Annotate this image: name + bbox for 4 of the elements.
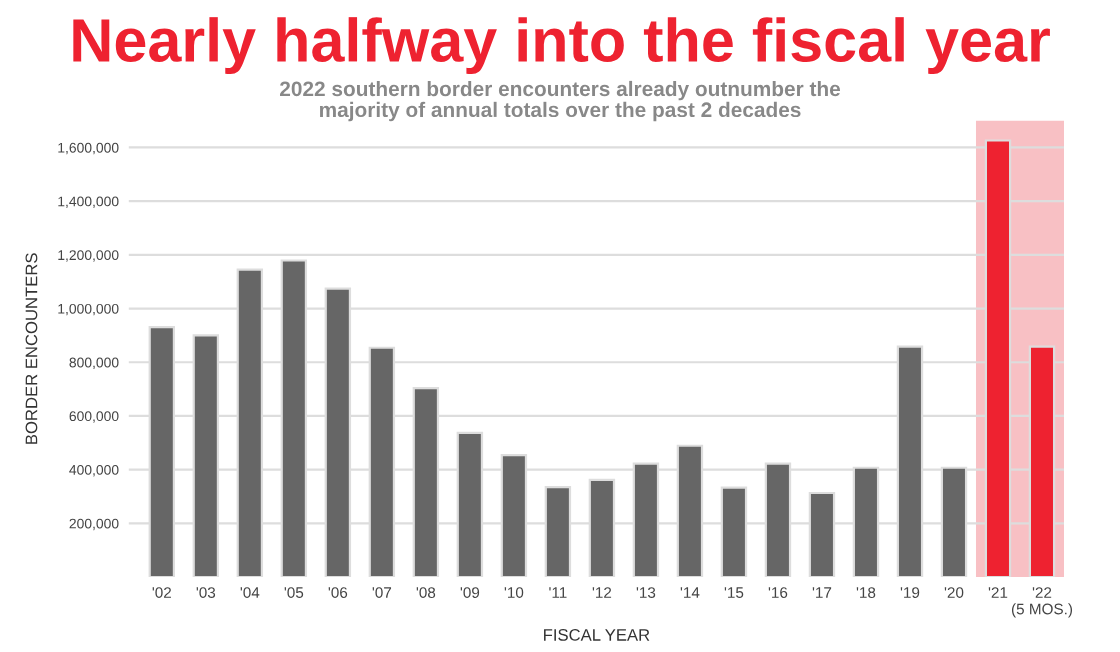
x-axis-title: FISCAL YEAR <box>544 628 650 641</box>
y-axis-title: BORDER ENCOUNTERS <box>25 253 38 444</box>
chart-subtitle: 2022 southern border encounters already outnumber the majority of annual totals over the past 2 decades <box>280 80 841 122</box>
chart-title: Nearly halfway into the fiscal year <box>73 17 1050 75</box>
